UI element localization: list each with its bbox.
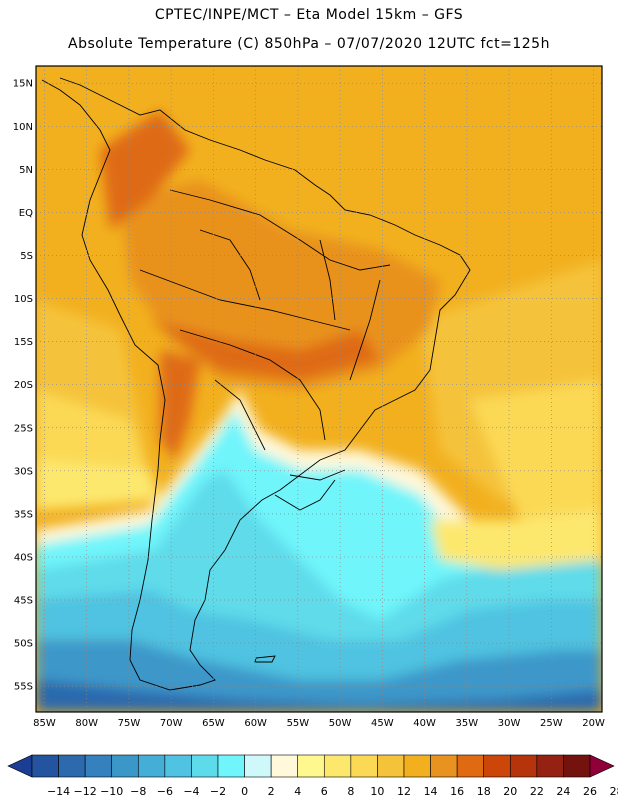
lat-label: 20S	[14, 380, 33, 391]
colorbar-swatch	[377, 754, 405, 778]
colorbar-swatch	[563, 754, 591, 778]
lat-label: 35S	[14, 509, 33, 520]
colorbar-label: 12	[397, 785, 411, 798]
lon-label: 55W	[287, 718, 310, 729]
colorbar-label: 26	[583, 785, 597, 798]
colorbar-label: 2	[268, 785, 275, 798]
colorbar-swatch	[403, 754, 431, 778]
colorbar-label: −2	[210, 785, 226, 798]
lat-label: 50S	[14, 639, 33, 650]
colorbar-swatch	[430, 754, 458, 778]
lon-label: 70W	[160, 718, 183, 729]
lon-label: 20W	[582, 718, 605, 729]
longitude-labels: 85W 80W 75W 70W 65W 60W 55W 50W 45W 40W 35W 30W 25W 2…	[33, 718, 605, 729]
lat-label: 5N	[19, 165, 33, 176]
colorbar-label: 8	[347, 785, 354, 798]
colorbar-swatch	[270, 754, 299, 778]
colorbar-swatch	[137, 754, 166, 778]
colorbar-label: 10	[370, 785, 384, 798]
lon-label: 65W	[202, 718, 225, 729]
colorbar-swatch	[58, 754, 86, 778]
lon-label: 85W	[33, 718, 56, 729]
lat-label: 40S	[14, 552, 33, 563]
map-frame	[35, 65, 603, 713]
colorbar-label: −6	[157, 785, 173, 798]
lat-label: 15S	[14, 337, 33, 348]
chart-subtitle: Absolute Temperature (C) 850hPa – 07/07/…	[68, 36, 550, 52]
lon-label: 80W	[75, 718, 98, 729]
colorbar-swatch	[323, 754, 352, 778]
colorbar-label: 14	[424, 785, 438, 798]
colorbar-swatch	[244, 754, 272, 778]
lat-label: 10N	[13, 122, 33, 133]
colorbar-label: 0	[241, 785, 248, 798]
colorbar-swatch	[164, 754, 192, 778]
colorbar-label: 4	[294, 785, 301, 798]
colorbar-label: −10	[100, 785, 123, 798]
lat-label: 10S	[14, 294, 33, 305]
lat-label: 5S	[20, 251, 33, 262]
temperature-field	[36, 66, 602, 712]
colorbar-label: −14	[47, 785, 70, 798]
lon-label: 35W	[456, 718, 479, 729]
colorbar-label: 20	[503, 785, 517, 798]
colorbar-label: 18	[477, 785, 491, 798]
lon-label: 45W	[371, 718, 394, 729]
colorbar: −14 −12 −10 −8 −6 −4 −2 0 2 4 6 8 10 12 14 16 18 20 22 24 26…	[7, 754, 618, 798]
colorbar-label: 16	[450, 785, 464, 798]
colorbar-swatch	[509, 754, 538, 778]
colorbar-label: 22	[530, 785, 544, 798]
colorbar-swatch	[483, 754, 511, 778]
colorbar-swatch	[111, 754, 139, 778]
colorbar-swatch	[31, 754, 59, 778]
colorbar-label: 6	[321, 785, 328, 798]
colorbar-label: 28	[610, 785, 618, 798]
colorbar-swatch	[297, 754, 325, 778]
lat-label: EQ	[19, 208, 33, 219]
colorbar-arrow-low	[7, 754, 33, 778]
colorbar-label: 24	[556, 785, 570, 798]
colorbar-label: −4	[183, 785, 199, 798]
colorbar-label: −12	[74, 785, 97, 798]
colorbar-swatch	[191, 754, 219, 778]
lon-label: 60W	[244, 718, 267, 729]
lon-label: 75W	[118, 718, 141, 729]
lat-label: 45S	[14, 596, 33, 607]
lat-label: 25S	[14, 423, 33, 434]
lat-label: 55S	[14, 682, 33, 693]
lat-label: 30S	[14, 466, 33, 477]
colorbar-label: −8	[130, 785, 146, 798]
lat-label: 15N	[13, 79, 33, 90]
latitude-labels: 15N 10N 5N EQ 5S 10S 15S 20S 25S 30S 35S 40S 45S 50S 5…	[13, 79, 33, 693]
chart-title: CPTEC/INPE/MCT – Eta Model 15km – GFS	[154, 7, 464, 23]
colorbar-swatch	[456, 754, 485, 778]
coastlines	[41, 77, 471, 691]
lon-label: 25W	[540, 718, 563, 729]
lon-label: 50W	[329, 718, 352, 729]
colorbar-swatch	[84, 754, 113, 778]
lon-label: 30W	[498, 718, 521, 729]
lon-label: 40W	[413, 718, 436, 729]
colorbar-swatch	[217, 754, 245, 778]
colorbar-arrow-high	[589, 754, 615, 778]
colorbar-swatch	[536, 754, 564, 778]
colorbar-swatch	[350, 754, 378, 778]
